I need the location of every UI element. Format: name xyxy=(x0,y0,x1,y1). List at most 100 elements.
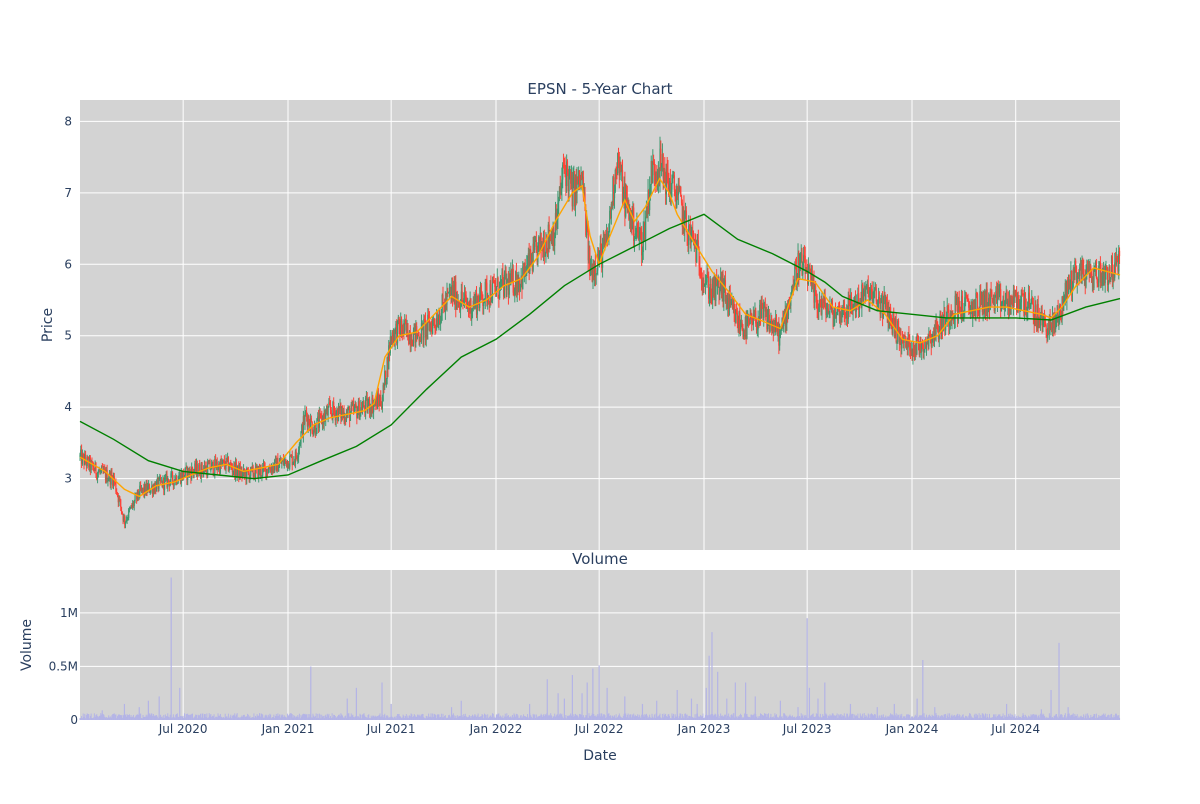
candle-body xyxy=(370,408,372,414)
candle-body xyxy=(502,272,504,281)
candle-body xyxy=(720,276,723,294)
candle-body xyxy=(500,279,502,282)
candle-body xyxy=(1055,317,1058,321)
candle-body xyxy=(785,308,787,325)
candle-body xyxy=(433,318,435,325)
candle-body xyxy=(670,189,672,198)
candle-body xyxy=(821,300,823,315)
candle-body xyxy=(954,295,956,319)
candle-body xyxy=(803,255,805,263)
candle-body xyxy=(1001,302,1003,304)
candle-body xyxy=(518,280,521,291)
candle-body xyxy=(1049,317,1051,330)
candle-body xyxy=(250,467,252,476)
candle-body xyxy=(627,202,629,206)
candle-body xyxy=(970,301,972,306)
candle-body xyxy=(207,463,210,465)
candle-body xyxy=(225,457,227,470)
price-y-ticks: 3 4 5 6 7 8 xyxy=(64,114,72,485)
candle-body xyxy=(922,344,924,352)
candle-body xyxy=(486,282,488,303)
candle-body xyxy=(1031,297,1034,304)
candle-body xyxy=(149,491,151,493)
candle-body xyxy=(635,232,637,234)
candle-body xyxy=(937,325,939,331)
candle-body xyxy=(949,313,952,322)
candle-body xyxy=(911,349,913,357)
candle-body xyxy=(621,170,624,203)
candle-body xyxy=(302,416,304,437)
candle-body xyxy=(982,294,984,313)
candle-body xyxy=(132,503,135,507)
candle-body xyxy=(177,480,179,484)
candle-body xyxy=(1047,327,1049,338)
candle-body xyxy=(1024,293,1027,308)
candle-body xyxy=(341,409,343,419)
candle-body xyxy=(516,281,518,294)
candle-body xyxy=(1011,297,1013,299)
candle-body xyxy=(374,401,376,404)
candle-body xyxy=(437,323,439,327)
candle-body xyxy=(758,319,760,324)
candle-body xyxy=(209,460,211,470)
candle-body xyxy=(212,461,214,475)
candle-body xyxy=(570,171,572,184)
candle-body xyxy=(381,401,383,409)
candle-body xyxy=(893,313,895,326)
candle-body xyxy=(809,265,811,271)
candle-body xyxy=(428,314,430,320)
candle-body xyxy=(228,468,230,471)
candle-body xyxy=(510,270,512,285)
candle-body xyxy=(285,459,287,461)
candle-body xyxy=(1009,296,1011,315)
candle-body xyxy=(287,461,289,469)
candle-body xyxy=(460,291,462,307)
candle-body xyxy=(1075,260,1077,267)
candle-body xyxy=(91,461,93,463)
candle-body xyxy=(679,186,681,192)
candle-body xyxy=(900,330,902,349)
candle-body xyxy=(340,404,342,419)
candle-body xyxy=(956,298,958,303)
candle-body xyxy=(1092,278,1094,288)
candle-body xyxy=(1080,266,1082,284)
candle-body xyxy=(224,466,226,470)
candle-body xyxy=(296,457,298,459)
candle-body xyxy=(121,511,123,515)
candle-body xyxy=(203,469,205,474)
candle-body xyxy=(590,265,592,269)
x-tick-label: Jul 2020 xyxy=(158,722,208,736)
candle-body xyxy=(1046,331,1048,338)
candle-body xyxy=(338,406,340,411)
candle-body xyxy=(567,173,569,192)
candle-body xyxy=(455,300,458,310)
candle-body xyxy=(217,468,219,470)
candle-body xyxy=(848,297,850,304)
candle-body xyxy=(400,321,402,336)
candle-body xyxy=(1037,303,1039,326)
candle-body xyxy=(747,317,750,323)
candle-body xyxy=(921,342,924,345)
candle-body xyxy=(93,470,95,472)
candle-body xyxy=(174,479,176,482)
candle-body xyxy=(507,279,509,281)
candle-body xyxy=(710,283,712,296)
candle-body xyxy=(820,299,822,315)
candle-body xyxy=(942,316,944,331)
candle-body xyxy=(842,300,845,311)
candle-body xyxy=(858,303,861,310)
candle-body xyxy=(845,315,847,318)
candle-body xyxy=(964,297,966,312)
candle-body xyxy=(164,477,166,479)
candle-body xyxy=(722,273,724,302)
candle-body xyxy=(967,300,969,302)
candle-body xyxy=(112,476,115,486)
candle-body xyxy=(653,162,655,164)
candle-body xyxy=(786,303,788,325)
candle-body xyxy=(136,494,138,500)
candle-body xyxy=(191,467,194,472)
candle-body xyxy=(537,242,539,262)
candle-body xyxy=(183,475,186,478)
candle-body xyxy=(329,404,332,411)
